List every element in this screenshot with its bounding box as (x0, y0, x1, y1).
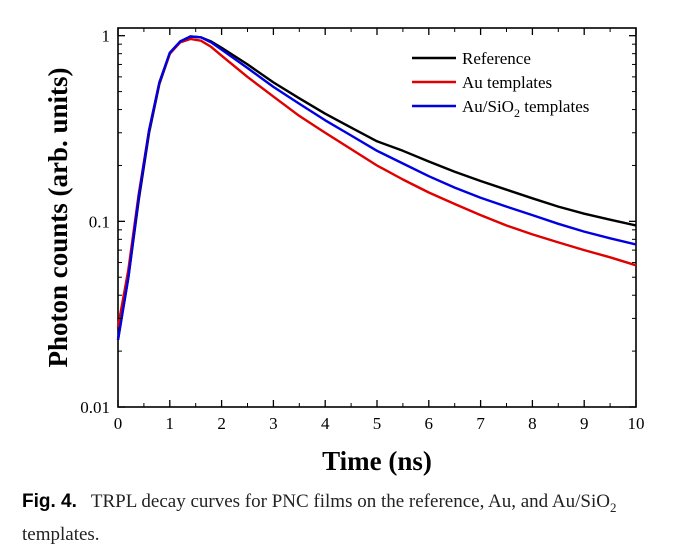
series-line-1 (116, 37, 637, 328)
caption-text: TRPL decay curves for PNC films on the r… (90, 491, 610, 512)
x-tick-label: 3 (269, 414, 278, 433)
x-tick-label: 0 (114, 414, 123, 433)
x-tick-label: 5 (373, 414, 382, 433)
x-axis-title: Time (ns) (322, 446, 432, 476)
legend-label-2: Au/SiO2 templates (462, 97, 589, 120)
x-tick-label: 7 (476, 414, 485, 433)
figure-caption: Fig. 4. TRPL decay curves for PNC films o… (22, 488, 662, 548)
legend-label-0: Reference (462, 49, 531, 68)
series-line-2 (116, 35, 637, 340)
legend: Reference Au templates Au/SiO2 templates (412, 49, 589, 120)
x-tick-label: 2 (217, 414, 226, 433)
x-tick-label: 8 (528, 414, 537, 433)
x-tick-label: 10 (628, 414, 645, 433)
x-tick-label: 1 (166, 414, 175, 433)
x-tick-label: 6 (425, 414, 434, 433)
y-tick-label: 0.01 (80, 398, 110, 417)
plot-frame (117, 27, 637, 408)
axis-ticks: 0 1 2 3 4 5 6 7 8 9 10 0.01 0.1 1 (80, 27, 644, 433)
caption-label: Fig. 4. (22, 491, 77, 512)
y-tick-label: 1 (102, 27, 111, 46)
y-axis-title: Photon counts (arb. units) (43, 67, 73, 367)
caption-subscript: 2 (609, 499, 617, 515)
legend-label-1: Au templates (462, 73, 552, 92)
caption-text-end: templates. (22, 523, 100, 545)
series-line-0 (116, 35, 637, 340)
series-curves (116, 35, 637, 340)
x-tick-label: 9 (580, 414, 589, 433)
decay-chart: 0 1 2 3 4 5 6 7 8 9 10 0.01 0.1 1 Reference Au templat… (43, 27, 645, 476)
x-tick-label: 4 (321, 414, 330, 433)
y-tick-label: 0.1 (89, 212, 110, 231)
